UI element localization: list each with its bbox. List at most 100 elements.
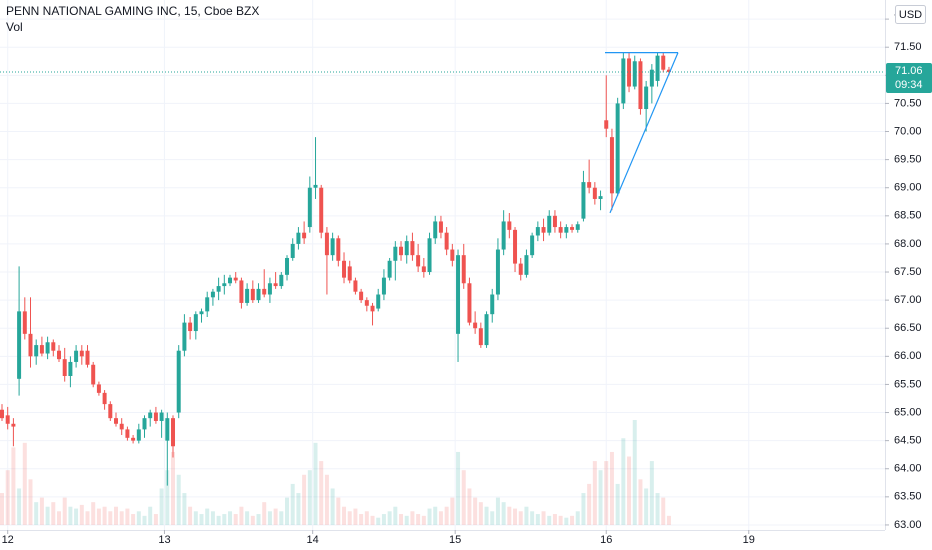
candle-body [182,322,187,351]
volume-bar [0,493,4,525]
y-tick-label: 70.00 [894,125,922,137]
candle-body [570,227,575,230]
x-tick-label: 14 [307,534,319,546]
volume-bar [421,515,426,525]
y-tick-label: 66.00 [894,350,922,362]
candle-body [627,58,632,87]
candle-body [484,314,489,346]
candle-body [171,418,176,447]
candle-body [5,415,10,424]
y-tick-label: 67.00 [894,294,922,306]
volume-bar [267,511,272,525]
volume-bar [330,488,335,525]
volume-bar [473,497,478,525]
volume-bar [108,511,113,525]
volume-bar [427,508,432,525]
candle-body [467,283,472,323]
currency-label[interactable]: USD [899,9,922,21]
candle-body [393,246,398,261]
volume-bar [632,420,637,525]
candle-body [11,423,16,427]
volume-bar [604,461,609,525]
y-tick-label: 69.00 [894,182,922,194]
volume-bar [399,514,404,525]
y-tick-label: 63.50 [894,491,922,503]
candle-body [250,288,255,301]
candle-body [535,227,540,236]
candle-body [319,187,324,233]
candle-body [524,255,529,275]
candle-body [513,229,518,264]
candle-body [444,232,449,250]
candles [0,52,671,486]
candle-body [353,280,358,292]
candle-body [621,58,626,104]
y-tick-label: 63.00 [894,519,922,531]
candle-body [45,342,50,354]
candle-body [347,266,352,281]
volume-bar [96,508,101,525]
candle-body [285,257,290,275]
candle-body [267,283,272,295]
volume-bar [216,515,221,525]
candle-body [51,342,56,351]
volume-bar [273,508,278,525]
candle-body [661,55,666,70]
volume-bar [324,474,329,525]
candle-body [119,423,124,430]
volume-bar [79,504,84,525]
candle-body [296,232,301,244]
volume-bar [359,514,364,525]
y-tick-label: 66.50 [894,322,922,334]
volume-bar [524,506,529,525]
candle-body [307,187,312,228]
candle-body [79,350,84,357]
volume-bar [592,461,597,525]
volume-label: Vol [6,20,23,34]
volume-bar [245,511,250,525]
candle-body [125,429,130,438]
volume-bar [484,506,489,525]
currency-box[interactable] [895,5,926,24]
volume-bar [655,493,660,525]
volume-bar [461,470,466,525]
x-tick-label: 13 [158,534,170,546]
chart-title: PENN NATIONAL GAMING INC, 15, Cboe BZX [6,4,259,18]
volume-bars [0,420,671,525]
candle-body [461,255,466,284]
volume-bar [62,497,67,525]
volume-bar [393,506,398,525]
candle-body [91,364,96,385]
volume-bar [193,511,198,525]
volume-bar [85,511,90,525]
candle-body [495,249,500,295]
volume-bar [262,502,267,525]
candle-body [245,288,250,303]
candle-body [336,238,341,261]
candle-body [638,61,643,110]
volume-bar [17,488,22,525]
candle-body [552,215,557,228]
volume-bar [119,511,124,525]
volume-bar [456,451,461,525]
candle-body [564,227,569,233]
y-tick-label: 64.00 [894,463,922,475]
volume-bar [205,508,210,525]
candle-body [381,277,386,295]
candle-body [222,283,227,287]
y-tick-label: 67.50 [894,266,922,278]
volume-bar [609,451,614,525]
candle-body [598,196,603,199]
candle-body [490,294,495,315]
volume-bar [45,506,50,525]
candle-body [193,314,198,332]
volume-bar [57,511,61,525]
candle-body [85,350,90,365]
volume-bar [182,493,187,525]
candle-body [666,69,671,72]
candle-body [644,86,649,110]
candle-body [359,291,364,301]
volume-bar [444,506,449,525]
volume-bar [450,497,455,525]
